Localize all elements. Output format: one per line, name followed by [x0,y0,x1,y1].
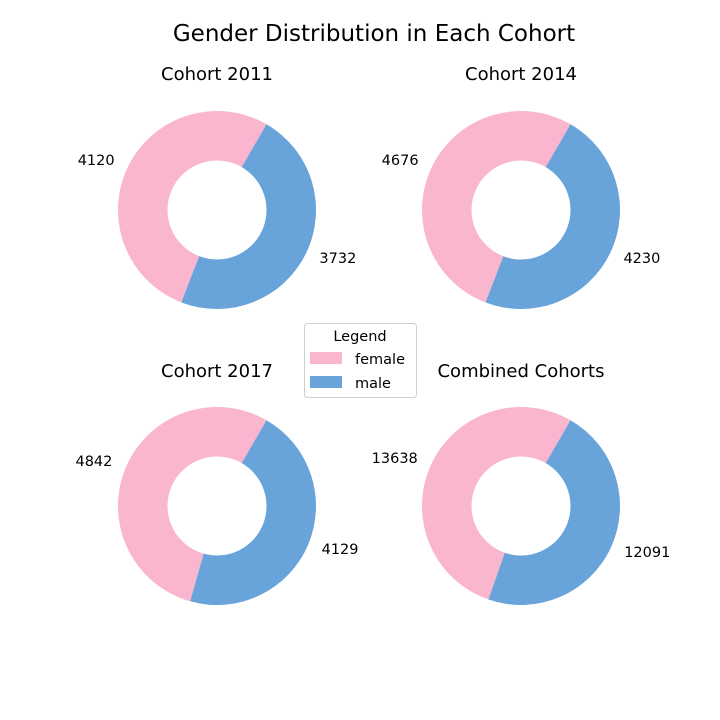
donut-chart-cohort-2017: Cohort 2017 4842 4129 [75,361,359,605]
donut-wedge-female [421,110,571,303]
donut-wedge-female [117,406,267,602]
donut-chart-cohort-2014: Cohort 2014 4676 4230 [382,64,660,309]
legend-swatch-female [310,352,342,364]
donut-value-label-male: 4230 [623,251,660,267]
legend-label-male: male [355,376,391,392]
donut-title: Combined Cohorts [437,361,604,382]
donut-wedge-female [422,407,571,600]
donut-title: Cohort 2011 [161,64,273,85]
legend-title: Legend [333,329,386,345]
donut-chart-combined-cohorts: Combined Cohorts 13638 12091 [372,361,670,606]
donut-value-label-male: 3732 [319,251,356,267]
legend: Legend female male [304,323,417,398]
donut-value-label-female: 4676 [382,153,419,169]
donut-wedge-female [117,111,267,303]
donut-wedge-male [190,420,316,605]
legend-swatch-male [310,376,342,388]
donut-value-label-female: 4120 [78,153,115,169]
donut-title: Cohort 2014 [465,64,577,85]
donut-value-label-male: 4129 [322,542,359,558]
donut-wedge-male [488,420,621,606]
legend-label-female: female [355,352,405,368]
figure-title: Gender Distribution in Each Cohort [173,21,575,47]
donut-value-label-female: 13638 [372,451,418,467]
donut-title: Cohort 2017 [161,361,273,382]
donut-wedge-male [181,124,316,309]
donut-value-label-female: 4842 [75,454,112,470]
donut-wedge-male [485,124,620,309]
donut-value-label-male: 12091 [624,545,670,561]
donut-chart-cohort-2011: Cohort 2011 4120 3732 [78,64,356,309]
